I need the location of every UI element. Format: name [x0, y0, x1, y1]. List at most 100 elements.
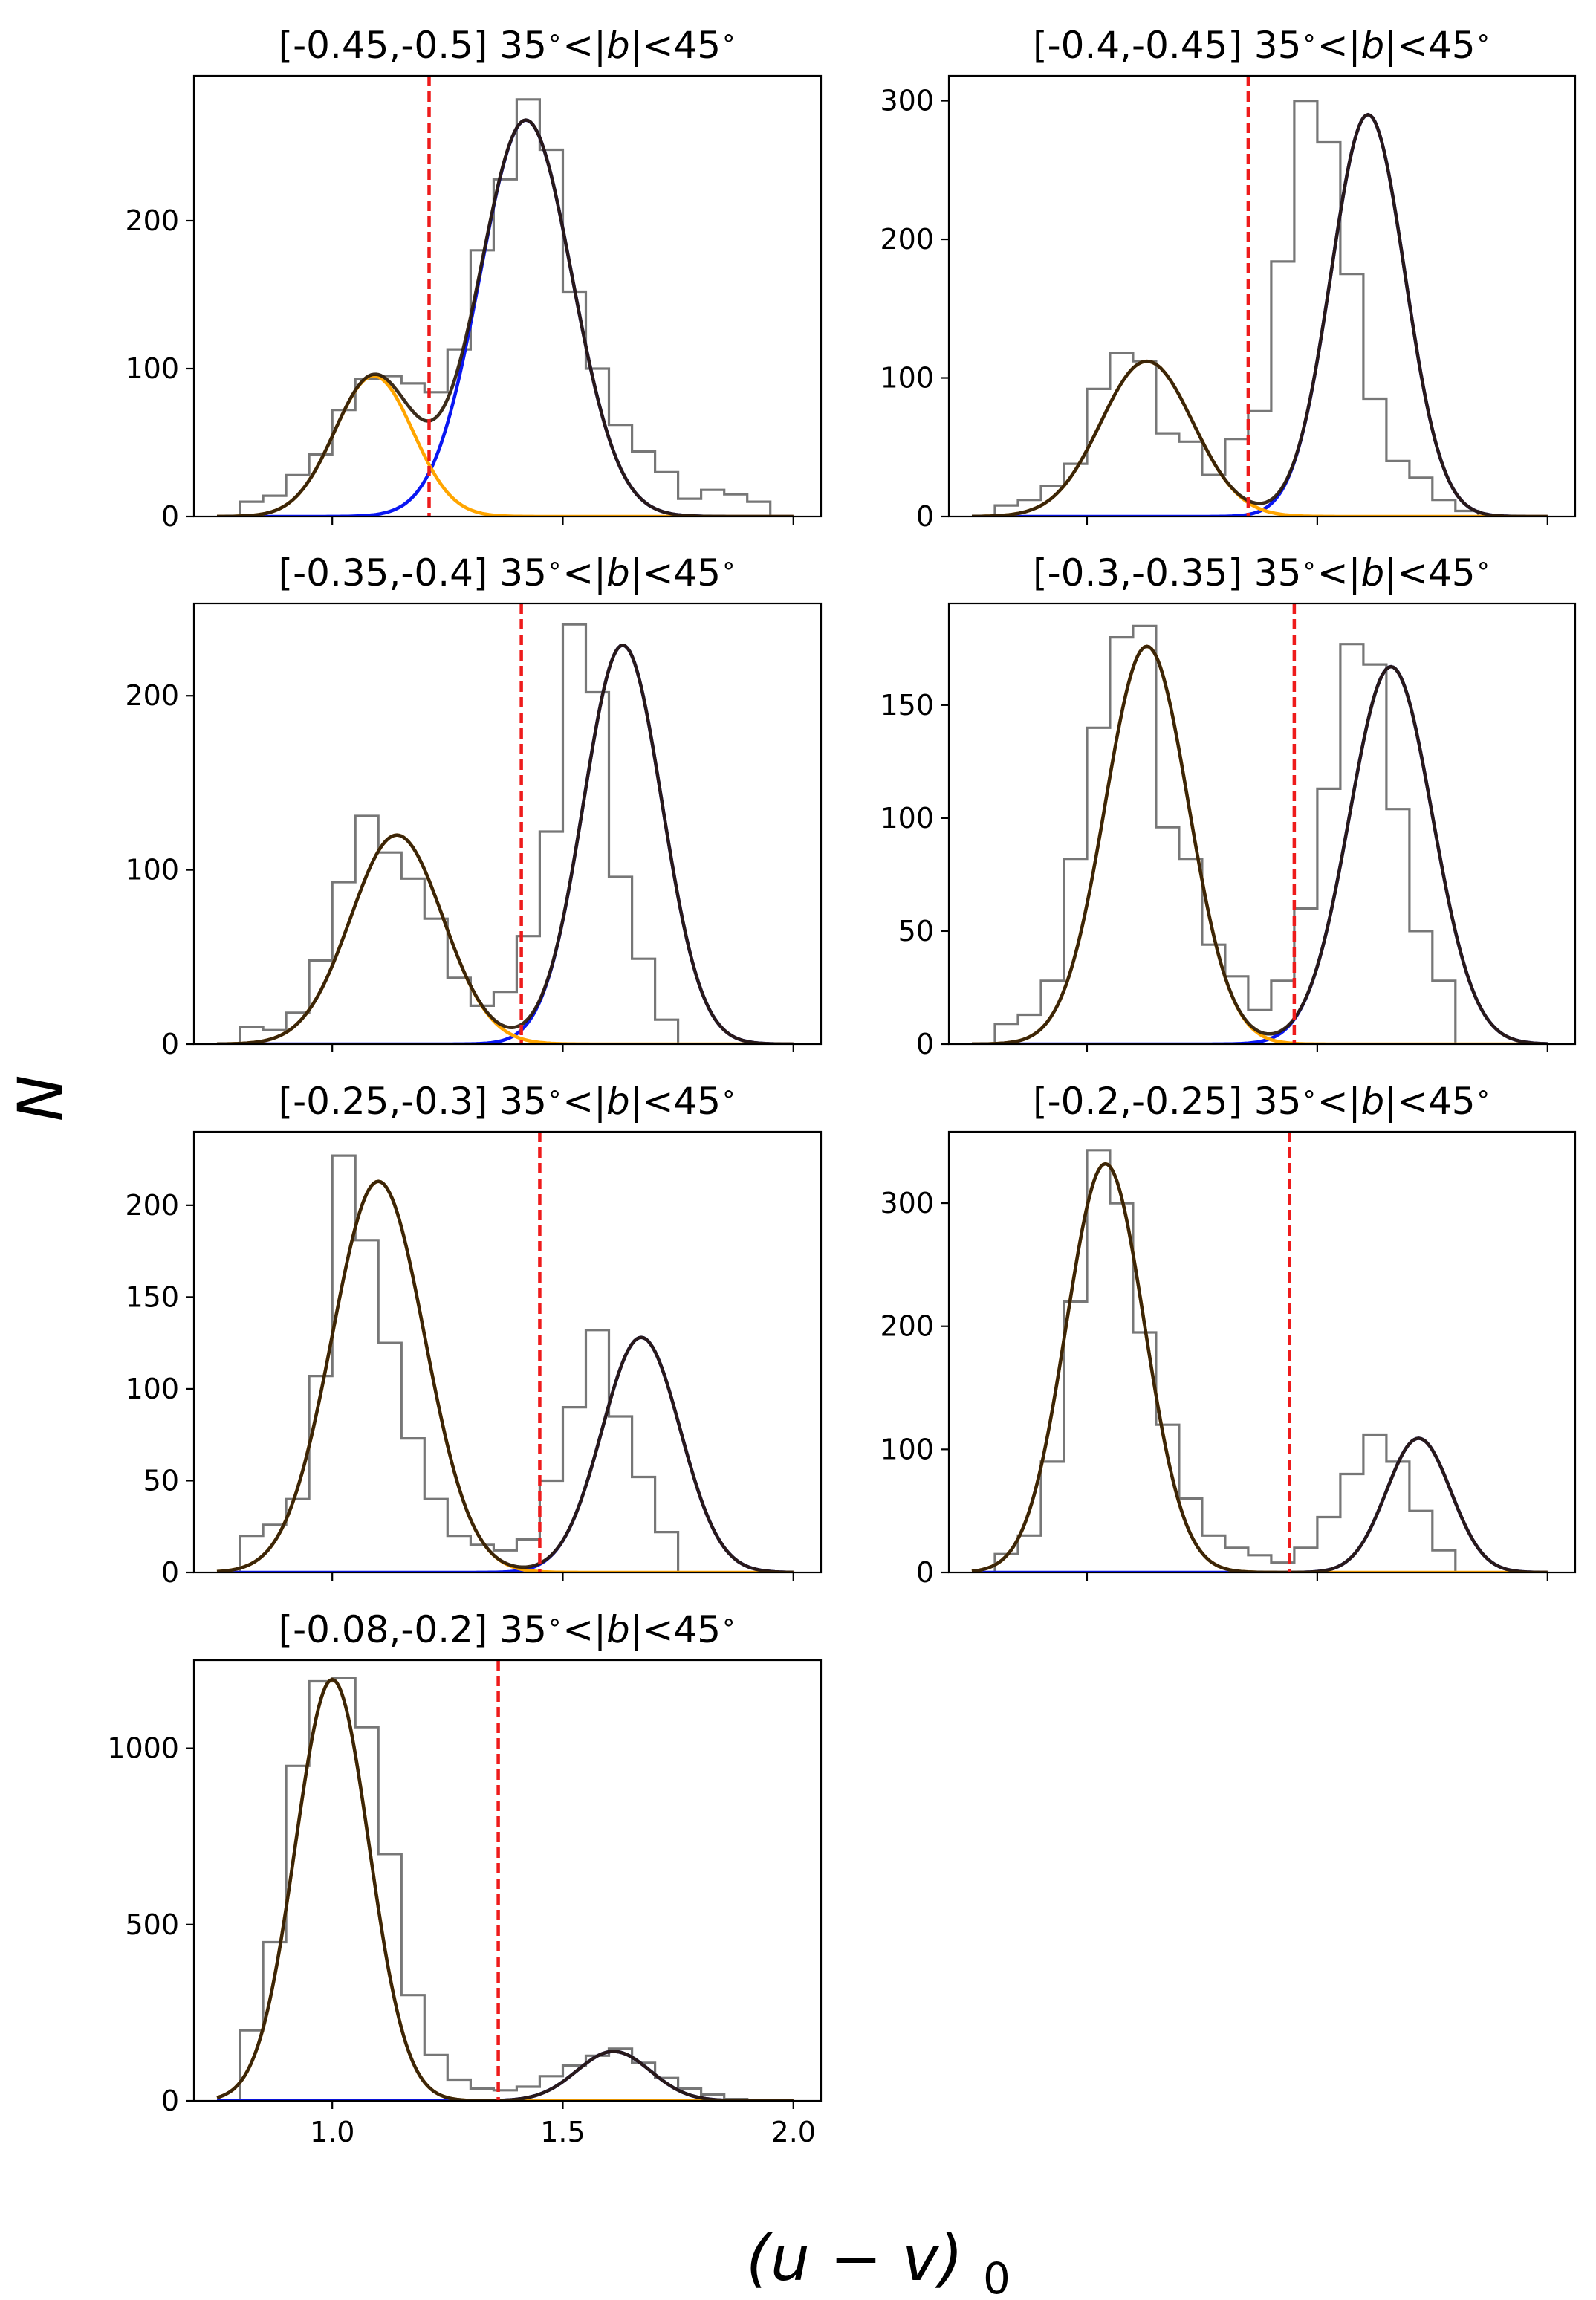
panel-title-part: ∘	[1476, 551, 1491, 580]
panel-title-part: b	[606, 551, 630, 595]
y-tick-label: 200	[880, 1310, 934, 1343]
gaussian-total-curve	[972, 644, 1548, 1044]
panel-title-part: ∘	[1301, 551, 1317, 580]
plot-area	[216, 603, 794, 1044]
panel-title: [-0.4,-0.45] 35∘<|b|<45∘	[1033, 23, 1491, 67]
gaussian-total-curve	[972, 112, 1548, 516]
y-tick-label: 100	[125, 854, 179, 887]
y-axis-label: N	[4, 1075, 77, 1122]
y-tick-label: 100	[880, 802, 934, 835]
gaussian-total-curve	[216, 1179, 794, 1572]
x-axis-label: (u − v) 0	[746, 2222, 1011, 2300]
histogram-steps	[217, 98, 794, 516]
histogram-steps	[972, 624, 1548, 1044]
panel-title-part: |<45	[630, 1608, 721, 1651]
y-tick-label: 300	[880, 85, 934, 117]
panel-title-part: |<45	[630, 551, 721, 595]
panel-title-part: <|	[562, 1080, 606, 1123]
panel-title-part: |<45	[1384, 1080, 1475, 1123]
panel-title-part: <|	[1317, 1080, 1361, 1123]
panel-title: [-0.2,-0.25] 35∘<|b|<45∘	[1033, 1079, 1491, 1123]
panel-title-part: ∘	[721, 551, 736, 580]
panel-title-part: |<45	[1384, 551, 1475, 595]
y-tick-label: 0	[161, 1028, 179, 1060]
panel-title-part: <|	[1317, 551, 1361, 595]
panel-title-part: ∘	[721, 23, 736, 53]
y-tick-label: 1000	[107, 1732, 179, 1765]
y-tick-label: 150	[880, 689, 934, 722]
y-tick-label: 0	[916, 500, 934, 533]
y-tick-label: 0	[916, 1028, 934, 1060]
panel-title-part: [-0.4,-0.45] 35	[1033, 24, 1301, 67]
y-tick-label: 100	[880, 362, 934, 395]
axes-frame	[947, 74, 1577, 518]
panel-title-part: [-0.25,-0.3] 35	[279, 1080, 547, 1123]
panel-title: [-0.25,-0.3] 35∘<|b|<45∘	[279, 1079, 737, 1123]
panel-title-part: b	[1360, 1080, 1384, 1123]
panel-title-part: ∘	[1301, 1079, 1317, 1109]
plot-area	[972, 76, 1548, 516]
x-tick-label: 1.0	[310, 2116, 354, 2148]
y-tick-label: 200	[125, 679, 179, 712]
y-tick-label: 200	[880, 223, 934, 256]
panel-title-part: ∘	[547, 1607, 562, 1637]
panel-title-part: ∘	[721, 1607, 736, 1637]
y-tick-label: 0	[161, 2084, 179, 2117]
panel-title-part: |<45	[630, 24, 721, 67]
panel-title: [-0.45,-0.5] 35∘<|b|<45∘	[279, 23, 737, 67]
panel-title-part: [-0.08,-0.2] 35	[279, 1608, 547, 1651]
axes-frame	[192, 74, 823, 518]
y-tick-label: 150	[125, 1280, 179, 1313]
panel-title: [-0.3,-0.35] 35∘<|b|<45∘	[1033, 551, 1491, 595]
panel-title-part: ∘	[1301, 23, 1317, 53]
panel-title-part: b	[606, 1608, 630, 1651]
panel-title-part: ∘	[1476, 1079, 1491, 1109]
panel-title: [-0.35,-0.4] 35∘<|b|<45∘	[279, 551, 737, 595]
y-tick-label: 100	[125, 352, 179, 385]
y-tick-label: 0	[161, 500, 179, 533]
x-axis-label-subscript: 0	[983, 2253, 1011, 2300]
histogram-steps	[972, 1149, 1548, 1572]
panel-title-part: <|	[1317, 24, 1361, 67]
panel-title-part: <|	[562, 1608, 606, 1651]
panel-title-part: |<45	[1384, 24, 1475, 67]
panel-title-part: ∘	[1476, 23, 1491, 53]
panel-title-part: b	[1360, 551, 1384, 595]
panel-title-part: b	[1360, 24, 1384, 67]
x-tick-label: 2.0	[771, 2116, 816, 2148]
y-tick-label: 50	[143, 1464, 179, 1497]
panel-title-part: ∘	[547, 23, 562, 53]
axes-frame	[192, 602, 823, 1046]
gaussian-total-curve	[216, 643, 794, 1044]
plot-area	[216, 1132, 794, 1572]
panel-title-part: ∘	[547, 1079, 562, 1109]
y-tick-label: 500	[125, 1908, 179, 1941]
panel-title-part: ∘	[547, 551, 562, 580]
y-tick-label: 100	[880, 1433, 934, 1465]
x-tick-label: 1.5	[540, 2116, 585, 2148]
y-tick-label: 0	[161, 1556, 179, 1589]
panel-title-part: b	[606, 24, 630, 67]
axes-frame	[192, 1130, 823, 1574]
y-tick-label: 50	[898, 915, 934, 947]
panel-1: 0 100 200 [-0.45,-0.5] 35∘<|b|<45∘	[125, 23, 823, 533]
panel-title-part: [-0.3,-0.35] 35	[1033, 551, 1301, 595]
y-tick-label: 100	[125, 1373, 179, 1405]
histogram-steps	[217, 1154, 794, 1572]
panel-title-part: [-0.35,-0.4] 35	[279, 551, 547, 595]
y-tick-label: 200	[125, 204, 179, 237]
panel-title-part: b	[606, 1080, 630, 1123]
panel-title-part: ∘	[721, 1079, 736, 1109]
axes-frame	[947, 1130, 1577, 1574]
panel-title: [-0.08,-0.2] 35∘<|b|<45∘	[279, 1607, 737, 1651]
y-tick-label: 300	[880, 1187, 934, 1219]
panel-title-part: <|	[562, 551, 606, 595]
